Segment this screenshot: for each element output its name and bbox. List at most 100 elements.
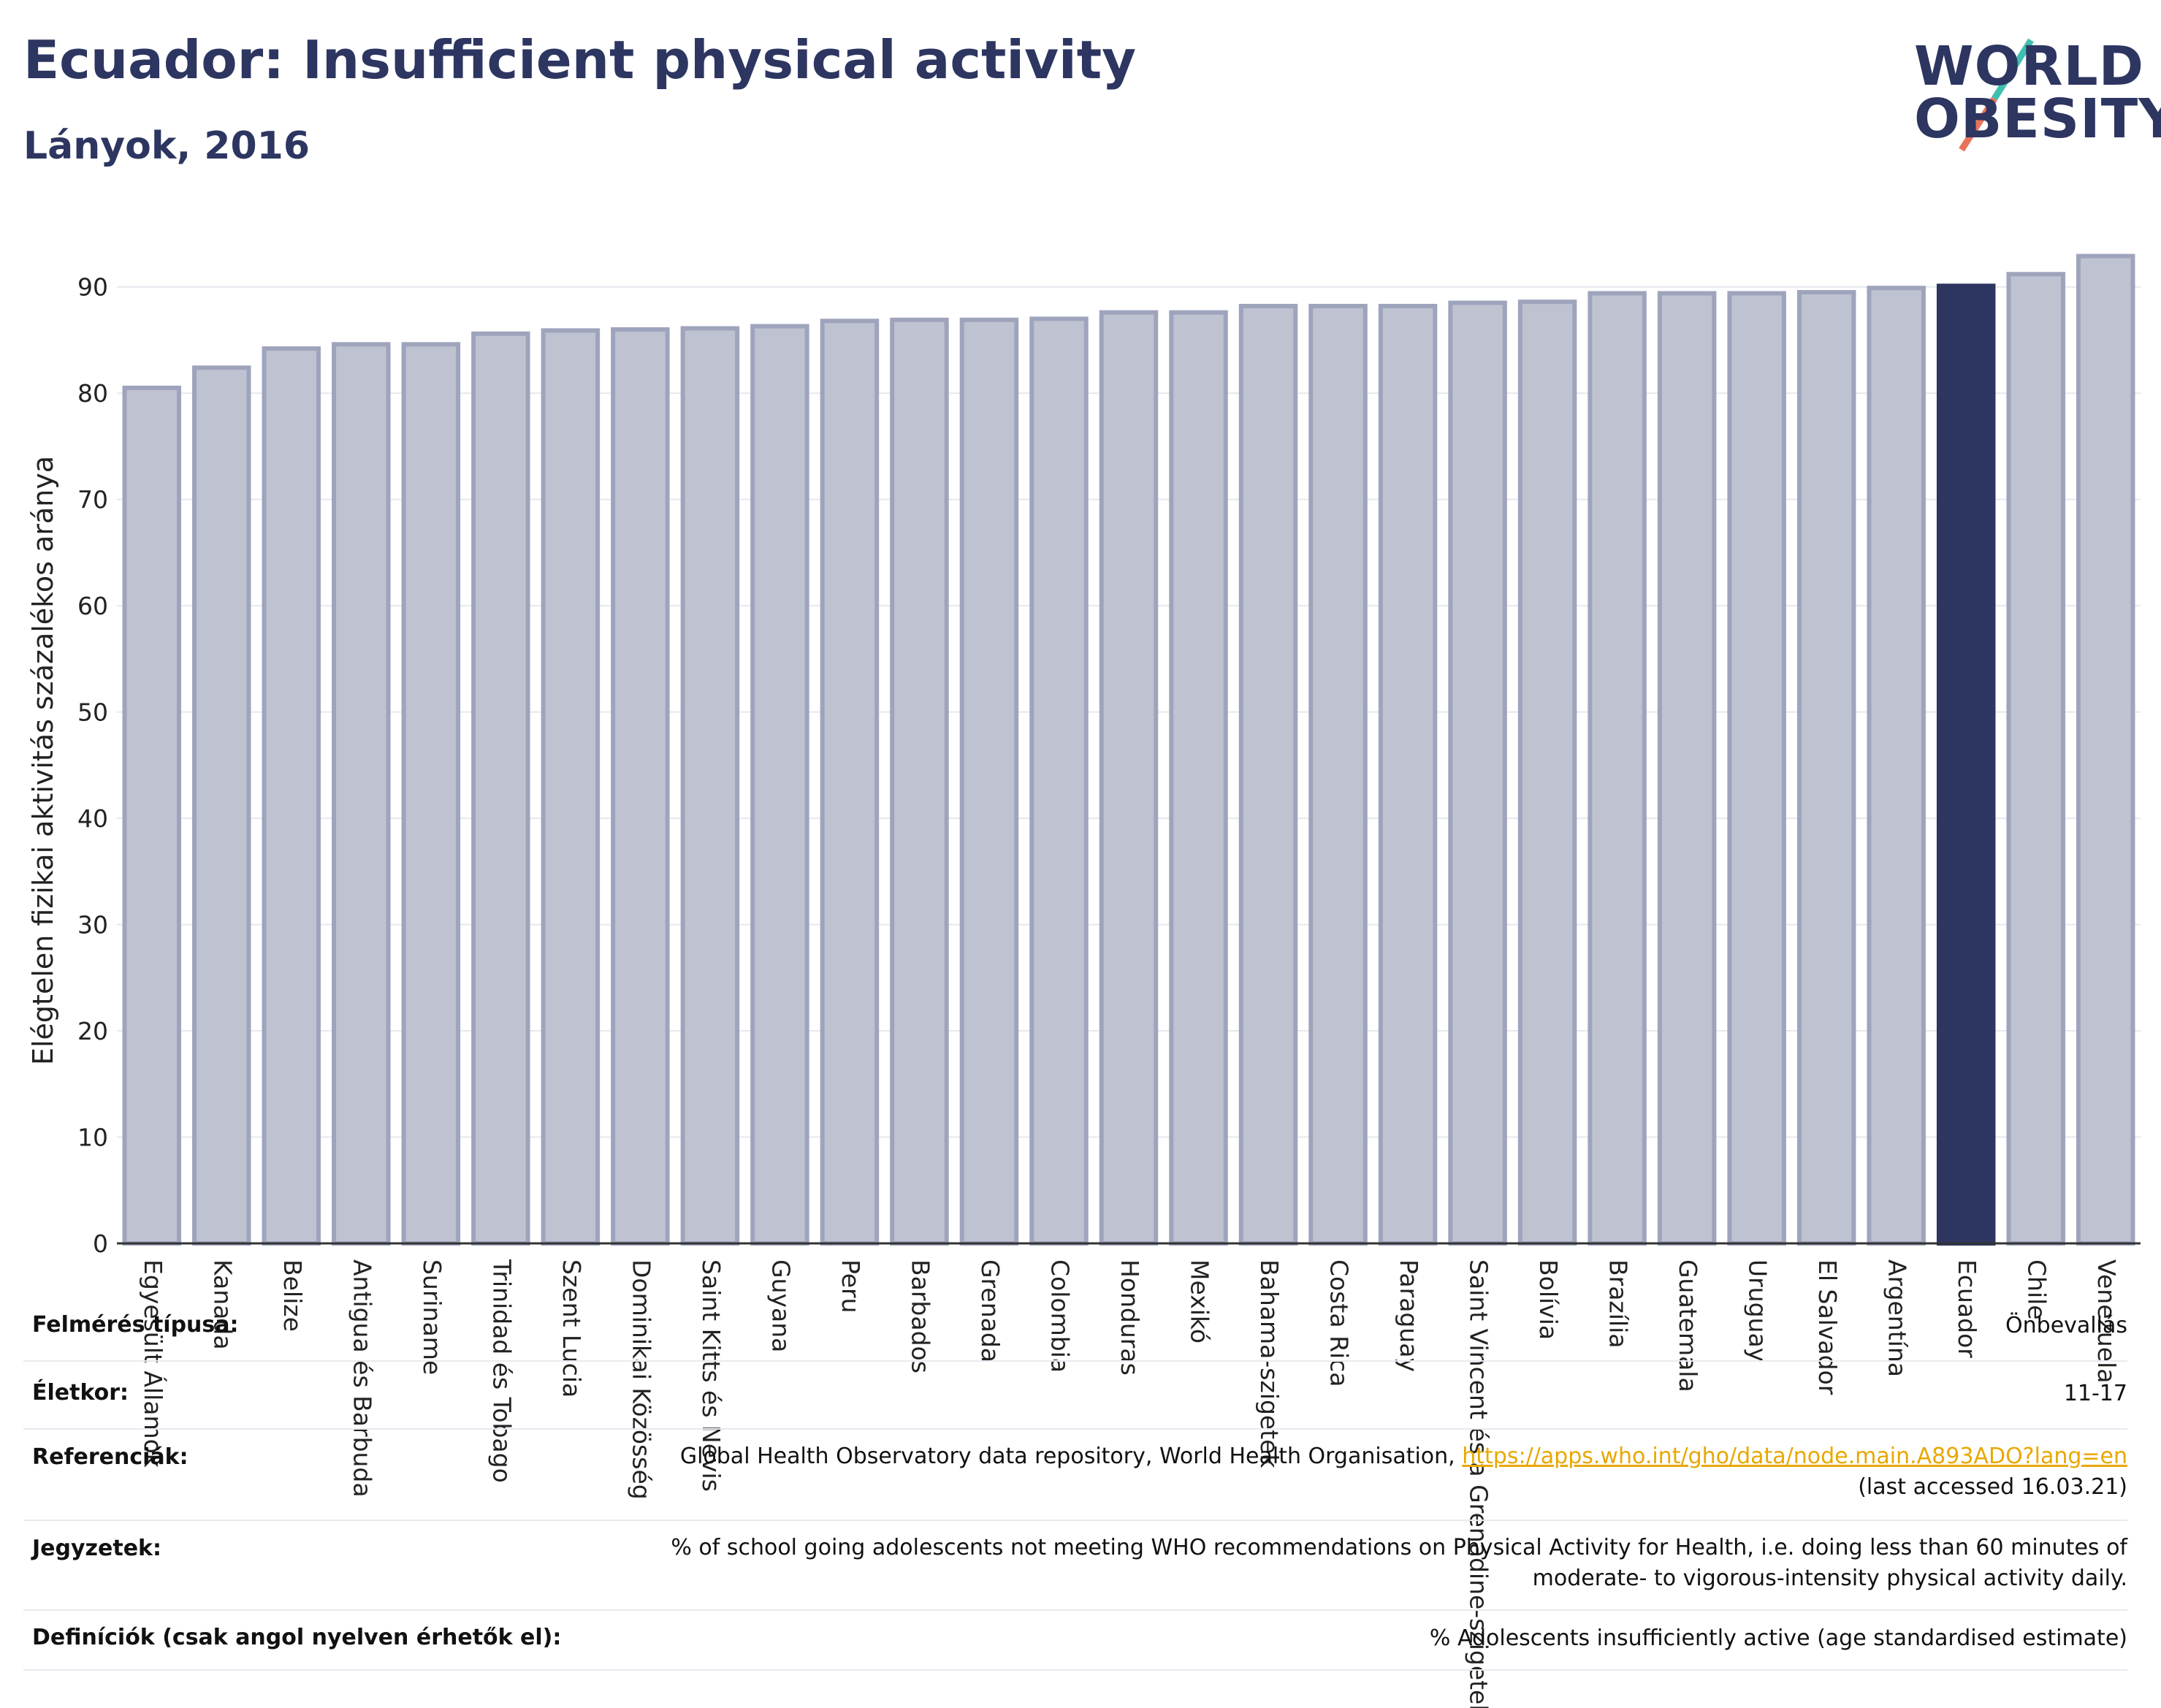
- x-category-label: Uruguay: [1744, 1259, 1772, 1362]
- x-category-label: Saint Vincent és a Grenadine-szigetek: [1465, 1259, 1493, 1708]
- bar-dominikai-közösség: [611, 327, 670, 1246]
- meta-value: Global Health Observatory data repositor…: [680, 1441, 2127, 1503]
- bar-egyesült-államok: [122, 385, 182, 1246]
- y-axis-title: Elégtelen fizikai aktivitás százalékos a…: [27, 456, 59, 1065]
- meta-row: Életkor: 11-17: [23, 1360, 2127, 1430]
- bar-guyana: [750, 324, 809, 1246]
- y-tick-label: 30: [77, 911, 108, 939]
- meta-key: Felmérés típusa:: [32, 1312, 239, 1338]
- y-tick-label: 20: [77, 1017, 108, 1045]
- meta-value: % Adolescents insufficiently active (age…: [1430, 1623, 2127, 1654]
- x-category-label: Egyesült Államok: [139, 1259, 168, 1468]
- x-category-label: Mexikó: [1186, 1259, 1214, 1343]
- bar-saint-vincent-és-a-grenadine-szigetek: [1448, 300, 1507, 1246]
- x-category-label: Belize: [278, 1259, 307, 1332]
- bar-saint-kitts-és-nevis: [680, 326, 740, 1246]
- meta-value-line: Global Health Observatory data repositor…: [680, 1441, 2127, 1472]
- bar-chile: [2006, 272, 2065, 1246]
- meta-value-line: % of school going adolescents not meetin…: [671, 1533, 2127, 1563]
- bar-mexikó: [1169, 310, 1228, 1246]
- logo-word-obesity: OBESITY: [1914, 88, 2161, 150]
- bar-costa-rica: [1308, 303, 1368, 1246]
- meta-key: Életkor:: [32, 1379, 129, 1406]
- x-category-label: Chile: [2023, 1259, 2051, 1320]
- bar-trinidad-és-tobago: [471, 331, 530, 1246]
- bar-antigua-és-barbuda: [332, 342, 391, 1246]
- x-category-label: Grenada: [976, 1259, 1005, 1362]
- bar-uruguay: [1727, 291, 1786, 1246]
- bar-bolívia: [1517, 300, 1577, 1246]
- x-category-label: Guatemala: [1674, 1259, 1702, 1392]
- meta-key: Referenciák:: [32, 1444, 188, 1470]
- x-category-label: Szent Lucia: [557, 1259, 586, 1398]
- meta-value-text: Önbevallás: [2005, 1313, 2127, 1338]
- meta-value-text: % Adolescents insufficiently active (age…: [1429, 1625, 2127, 1651]
- bar-peru: [820, 319, 880, 1246]
- bar-suriname: [401, 342, 461, 1246]
- chart-title: Ecuador: Insufficient physical activity: [23, 29, 1137, 91]
- bar-colombia: [1029, 316, 1089, 1246]
- bar-paraguay: [1378, 303, 1438, 1246]
- x-category-label: Venezuela: [2092, 1259, 2121, 1383]
- meta-value: 11-17: [2064, 1379, 2127, 1409]
- meta-value-text: % of school going adolescents not meetin…: [671, 1535, 2127, 1560]
- x-category-label: Suriname: [418, 1259, 446, 1375]
- x-category-label: Costa Rica: [1325, 1259, 1354, 1387]
- x-category-label: Bolívia: [1534, 1259, 1563, 1340]
- logo-word-world: WORLD: [1914, 35, 2145, 98]
- y-tick-label: 70: [77, 486, 108, 514]
- meta-row: Referenciák: Global Health Observatory da…: [23, 1428, 2127, 1521]
- bar-barbados: [890, 317, 949, 1246]
- bars: [122, 253, 2135, 1246]
- meta-value-text: 11-17: [2063, 1380, 2127, 1406]
- y-tick-label: 40: [77, 804, 108, 833]
- meta-value: % of school going adolescents not meetin…: [671, 1533, 2127, 1594]
- y-tick-label: 50: [77, 698, 108, 727]
- bar-honduras: [1099, 310, 1159, 1246]
- meta-value-line: 11-17: [2064, 1379, 2127, 1409]
- x-category-label: Kanada: [208, 1259, 237, 1350]
- x-category-label: Trinidad és Tobago: [487, 1259, 516, 1483]
- reference-link[interactable]: https://apps.who.int/gho/data/node.main.…: [1462, 1444, 2127, 1469]
- x-category-label: Argentína: [1883, 1259, 1912, 1377]
- meta-key: Jegyzetek:: [32, 1536, 161, 1561]
- x-category-label: Peru: [836, 1259, 865, 1314]
- meta-value-text: Global Health Observatory data repositor…: [679, 1444, 1455, 1469]
- x-category-label: Saint Kitts és Nevis: [697, 1259, 725, 1492]
- x-category-label: Honduras: [1116, 1259, 1144, 1376]
- y-tick-label: 10: [77, 1124, 108, 1152]
- bar-guatemala: [1657, 291, 1717, 1246]
- bar-grenada: [959, 317, 1019, 1246]
- meta-row: Definíciók (csak angol nyelven érhetők e…: [23, 1609, 2127, 1671]
- y-tick-label: 80: [77, 379, 108, 408]
- bar-belize: [262, 346, 321, 1246]
- meta-value-line: % Adolescents insufficiently active (age…: [1430, 1623, 2127, 1654]
- meta-value-text: (last accessed 16.03.21): [1858, 1474, 2127, 1500]
- y-tick-label: 0: [93, 1229, 108, 1258]
- meta-value-line: Önbevallás: [2005, 1311, 2127, 1341]
- bar-ecuador: [1936, 283, 1996, 1246]
- bar-el-salvador: [1796, 290, 1856, 1246]
- logo-slash-icon: [1959, 38, 2034, 152]
- x-category-label: Ecuador: [1953, 1259, 1981, 1358]
- y-tick-label: 60: [77, 592, 108, 620]
- x-category-label: Dominikai Közösség: [627, 1259, 655, 1500]
- x-category-label: Antigua és Barbuda: [348, 1259, 376, 1498]
- meta-value: Önbevallás: [2005, 1311, 2127, 1341]
- meta-value-line: moderate- to vigorous-intensity physical…: [671, 1563, 2127, 1594]
- x-axis-labels: Egyesült Államok Kanada Belize Antigua és B…: [139, 1259, 2121, 1708]
- x-category-label: Bahama-szigetek: [1255, 1259, 1284, 1468]
- meta-value-text: moderate- to vigorous-intensity physical…: [1532, 1566, 2127, 1591]
- y-axis-ticks: 0 10 20 30 40 50 60 70 80 90: [77, 273, 108, 1258]
- bar-kanada: [192, 365, 251, 1246]
- x-category-label: Colombia: [1045, 1259, 1074, 1373]
- x-category-label: Guyana: [766, 1259, 795, 1352]
- bar-brazília: [1588, 291, 1647, 1246]
- bar-bahama-szigetek: [1238, 303, 1298, 1246]
- meta-row: Jegyzetek: % of school going adolescents …: [23, 1520, 2127, 1611]
- bar-szent-lucia: [541, 328, 601, 1246]
- bar-venezuela: [2076, 253, 2135, 1246]
- chart-subtitle: Lányok, 2016: [23, 124, 310, 168]
- x-category-label: Barbados: [906, 1259, 934, 1373]
